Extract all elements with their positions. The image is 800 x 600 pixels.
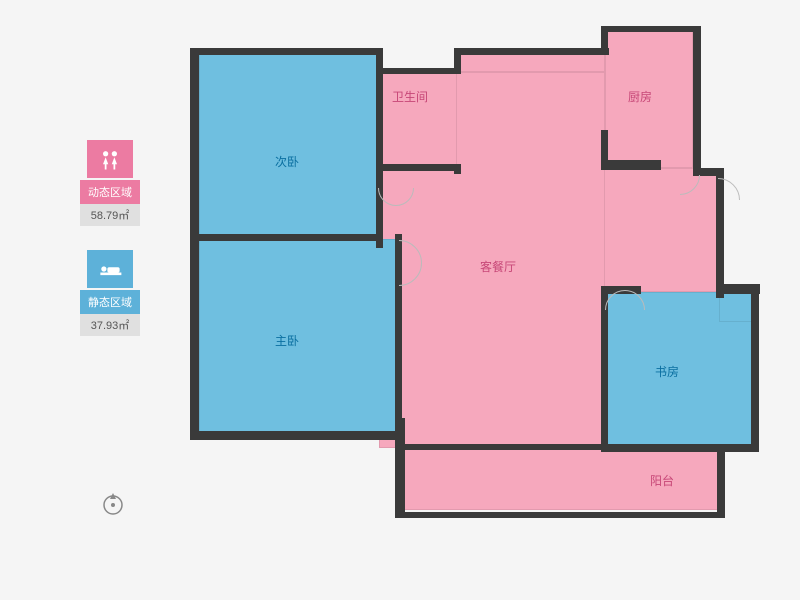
wall bbox=[601, 160, 661, 170]
floor-plan: 客餐厅卫生间厨房次卧主卧书房阳台 bbox=[190, 30, 760, 550]
wall bbox=[601, 26, 701, 32]
room-living-ext2 bbox=[457, 53, 605, 72]
legend-panel: 动态区域 58.79㎡ 静态区域 37.93㎡ bbox=[80, 140, 140, 360]
legend-dynamic: 动态区域 58.79㎡ bbox=[80, 140, 140, 226]
wall bbox=[190, 234, 380, 241]
wall bbox=[395, 512, 725, 518]
legend-dynamic-value: 58.79㎡ bbox=[80, 204, 140, 226]
bed-icon bbox=[87, 250, 133, 288]
wall bbox=[751, 316, 759, 452]
wall bbox=[454, 48, 609, 55]
wall bbox=[395, 444, 607, 450]
room-bathroom bbox=[379, 72, 457, 168]
people-icon bbox=[87, 140, 133, 178]
wall bbox=[717, 444, 725, 514]
wall bbox=[601, 130, 608, 170]
legend-static-value: 37.93㎡ bbox=[80, 314, 140, 336]
wall bbox=[693, 26, 701, 172]
wall bbox=[190, 48, 199, 438]
legend-dynamic-title: 动态区域 bbox=[80, 180, 140, 204]
legend-static-title: 静态区域 bbox=[80, 290, 140, 314]
wall bbox=[190, 431, 405, 440]
wall bbox=[601, 286, 608, 450]
legend-static: 静态区域 37.93㎡ bbox=[80, 250, 140, 336]
wall bbox=[190, 48, 380, 55]
room-master-bedroom bbox=[199, 239, 399, 434]
wall bbox=[601, 444, 759, 452]
room-kitchen bbox=[605, 30, 693, 168]
room-secondary-bedroom bbox=[199, 53, 379, 239]
wall bbox=[376, 164, 458, 171]
compass-icon bbox=[100, 490, 126, 516]
room-balcony bbox=[399, 448, 719, 510]
wall bbox=[376, 48, 383, 248]
room-study-ext bbox=[719, 292, 755, 322]
wall bbox=[376, 68, 461, 74]
